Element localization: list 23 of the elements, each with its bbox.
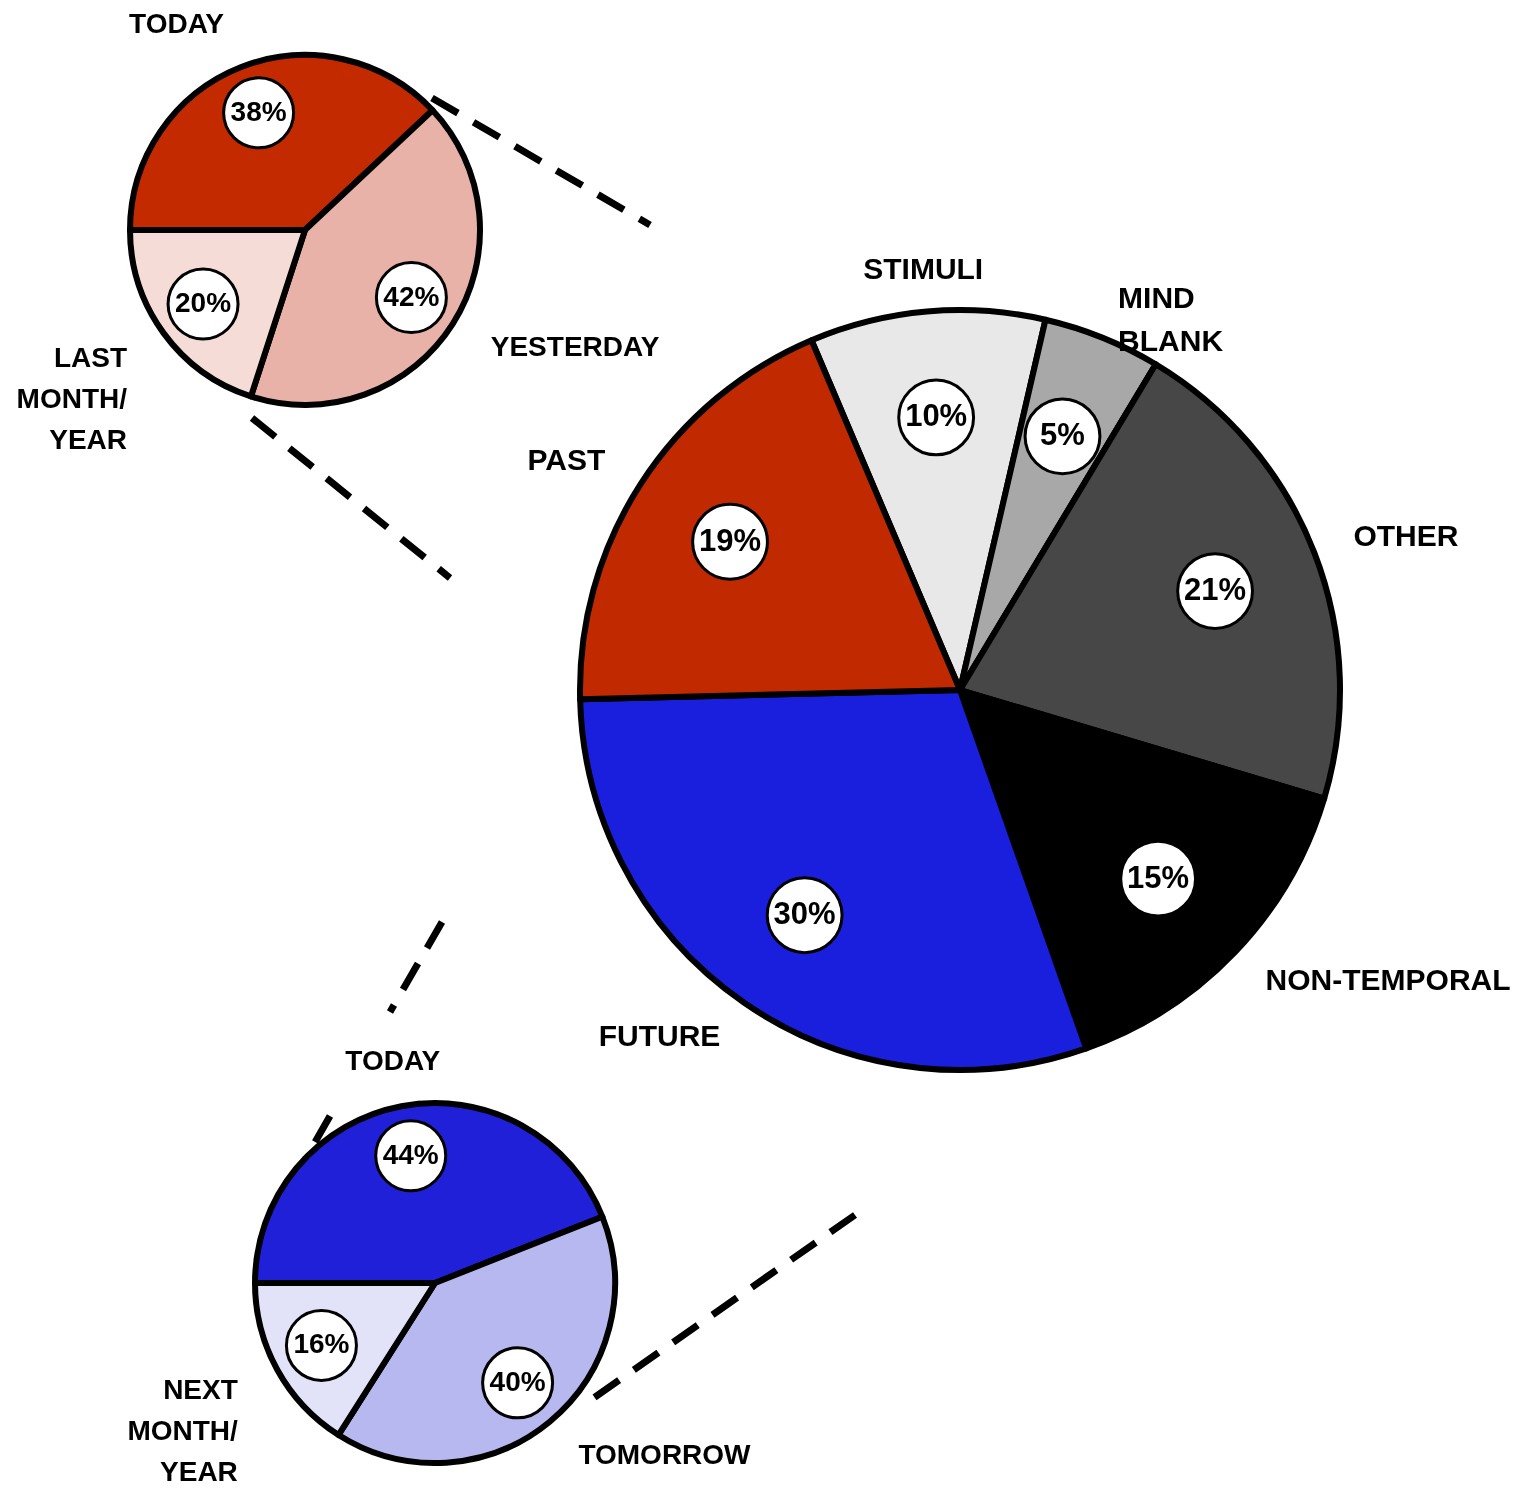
data-label: 15% bbox=[1127, 859, 1190, 895]
slice-label: TODAY bbox=[129, 8, 225, 40]
slice-label: OTHER bbox=[1353, 519, 1459, 553]
slice-label: TOMORROW bbox=[578, 1439, 752, 1471]
slice-label: STIMULI bbox=[863, 251, 984, 285]
slice-label: TODAY bbox=[345, 1044, 441, 1076]
slice-label: PAST bbox=[527, 443, 606, 477]
slice-label: YESTERDAY bbox=[490, 330, 660, 362]
data-label: 30% bbox=[773, 896, 836, 932]
data-label: 20% bbox=[175, 287, 232, 319]
data-label: 16% bbox=[293, 1328, 350, 1360]
slice-label: FUTURE bbox=[598, 1019, 721, 1053]
slice-label: LAST MONTH/YEAR bbox=[16, 342, 128, 455]
data-label: 10% bbox=[905, 398, 968, 434]
data-label: 40% bbox=[489, 1365, 546, 1397]
slice-label: NEXT MONTH/YEAR bbox=[127, 1374, 239, 1487]
data-label: 21% bbox=[1184, 572, 1247, 608]
slice-label: NON-TEMPORAL bbox=[1265, 963, 1511, 997]
data-label: 19% bbox=[699, 522, 762, 558]
data-label: 42% bbox=[383, 280, 440, 312]
data-label: 5% bbox=[1040, 417, 1085, 453]
data-label: 38% bbox=[230, 95, 287, 127]
data-label: 44% bbox=[382, 1138, 439, 1170]
